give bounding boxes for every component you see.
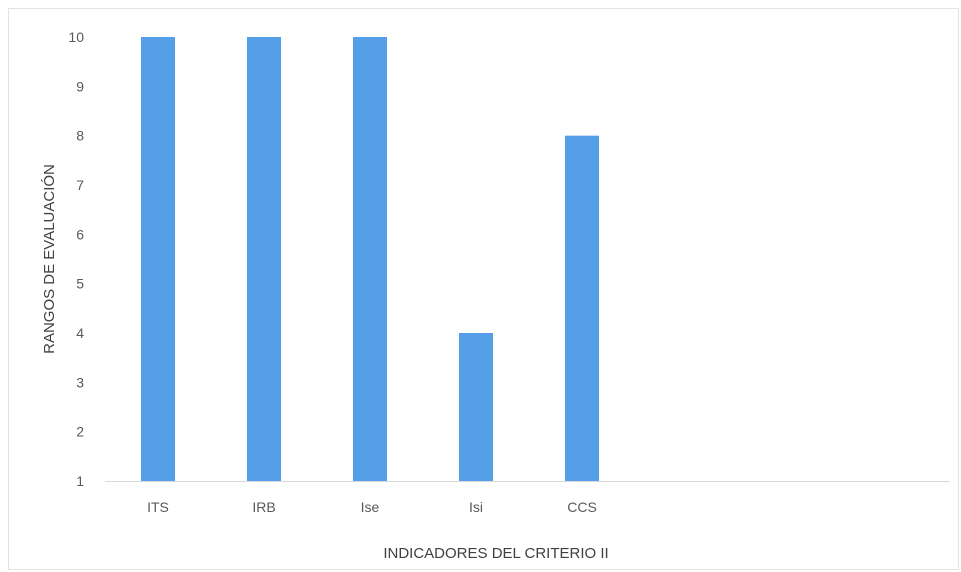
bar-ccs (565, 135, 599, 481)
y-tick-label: 2 (76, 424, 84, 440)
y-tick-label: 6 (76, 226, 84, 242)
bar-ise (353, 37, 387, 481)
y-tick-label: 8 (76, 128, 84, 144)
bar-irb (247, 37, 281, 481)
x-tick-label: Ise (361, 499, 380, 515)
y-tick-label: 4 (76, 325, 84, 341)
x-tick-label: IRB (252, 499, 275, 515)
bar-isi (459, 333, 493, 481)
bar-its (141, 37, 175, 481)
x-axis-ticks: ITS IRB Ise Isi CCS (147, 499, 597, 515)
y-tick-label: 1 (76, 473, 84, 489)
x-tick-label: ITS (147, 499, 169, 515)
y-tick-label: 7 (76, 177, 84, 193)
y-tick-label: 10 (68, 29, 84, 45)
y-tick-label: 3 (76, 374, 84, 390)
x-tick-label: Isi (469, 499, 483, 515)
x-tick-label: CCS (567, 499, 597, 515)
bars (141, 37, 599, 481)
y-tick-label: 5 (76, 276, 84, 292)
y-axis-ticks: 1 2 3 4 5 6 7 8 9 10 (68, 29, 84, 489)
y-axis-title: RANGOS DE EVALUACIÓN (41, 164, 58, 354)
x-axis-title: INDICADORES DEL CRITERIO II (383, 545, 608, 562)
y-tick-label: 9 (76, 78, 84, 94)
